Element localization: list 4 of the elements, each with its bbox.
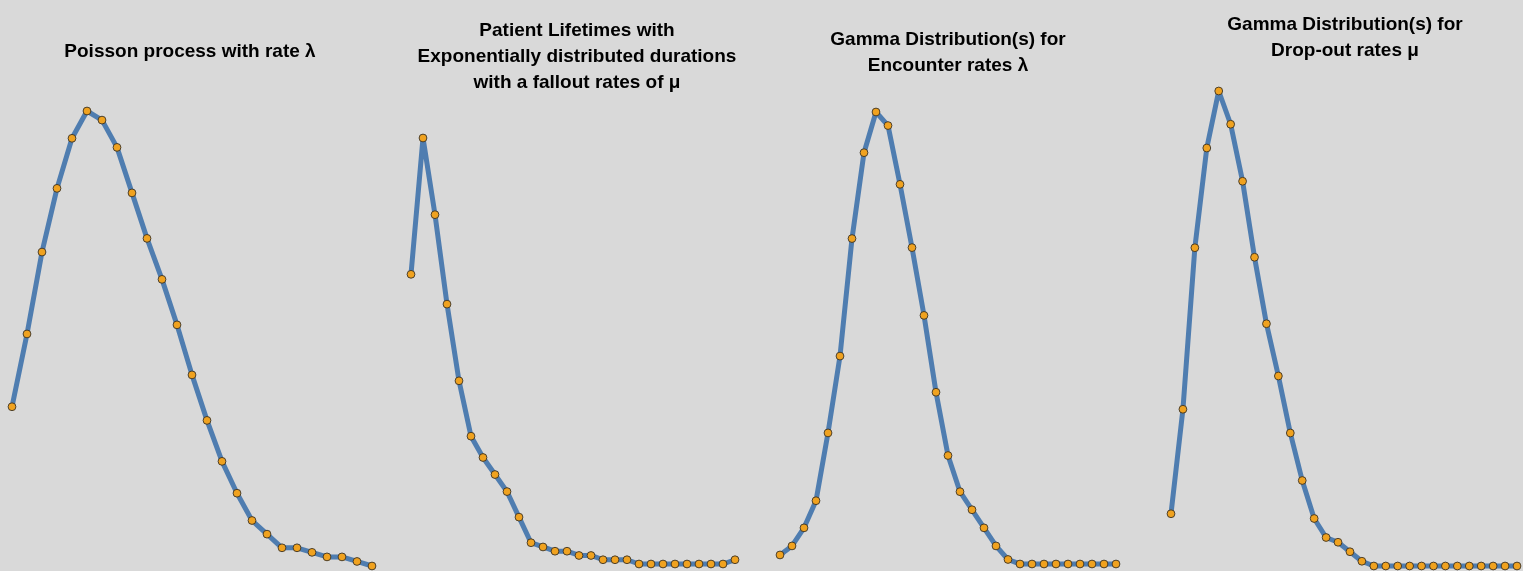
chart-title: Gamma Distribution(s) for Encounter rates λ [830,28,1067,75]
chart-title: Poisson process with rate λ [64,40,317,61]
chart-title: Gamma Distribution(s) for Drop-out rates μ [1227,13,1464,60]
chart-title: Patient Lifetimes with Exponentially distributed durations with a fallout rates of μ [417,19,737,92]
